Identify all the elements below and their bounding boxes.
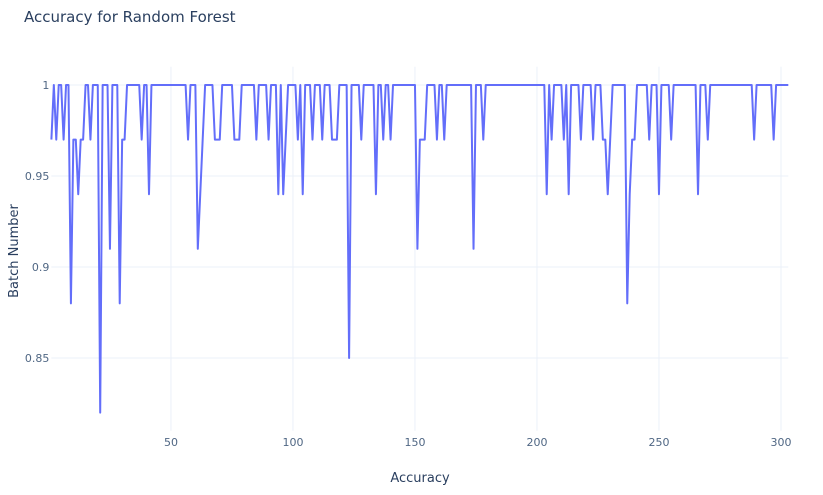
data-line: [50, 84, 789, 414]
x-tick-label: 300: [770, 436, 791, 449]
x-tick-label: 250: [648, 436, 669, 449]
x-tick-label: 100: [282, 436, 303, 449]
y-tick-label: 0.85: [25, 352, 50, 365]
y-tick-label: 1: [42, 79, 49, 92]
x-tick-label: 150: [404, 436, 425, 449]
y-tick-label: 0.95: [25, 170, 50, 183]
y-tick-label: 0.9: [32, 261, 50, 274]
x-axis-title: Accuracy: [390, 471, 450, 486]
chart-title: Accuracy for Random Forest: [24, 8, 236, 26]
x-tick-label: 50: [164, 436, 178, 449]
y-axis-title: Batch Number: [7, 203, 22, 297]
x-tick-label: 200: [526, 436, 547, 449]
